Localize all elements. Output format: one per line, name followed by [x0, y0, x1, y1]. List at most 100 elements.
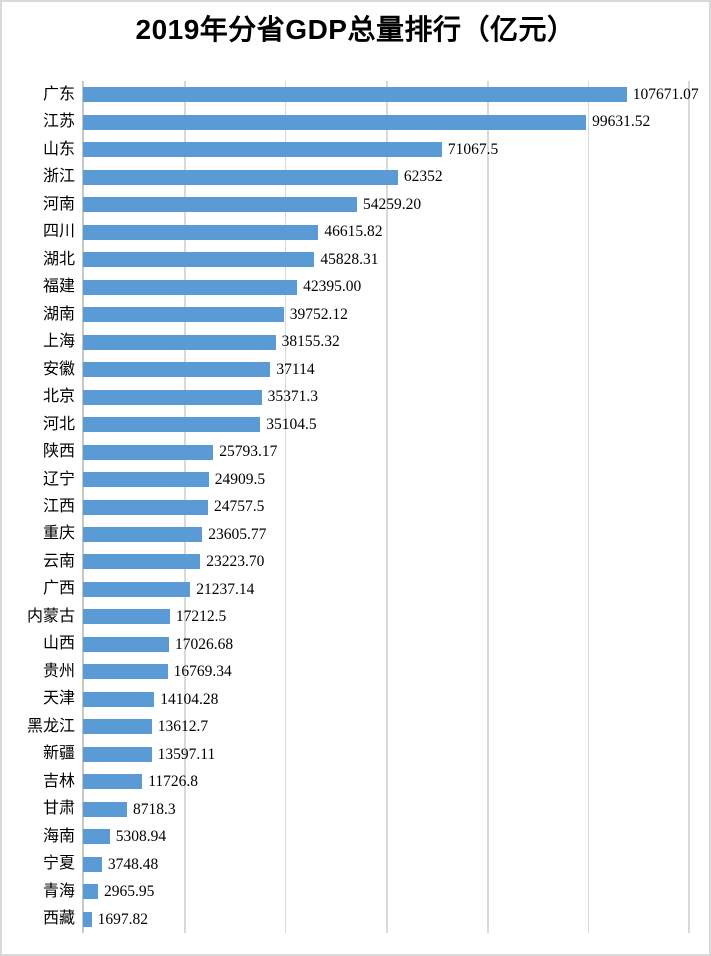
- gridline-100000: [587, 81, 590, 933]
- bar-row: 上海 38155.32: [2, 328, 689, 355]
- bar-track: 17026.68: [83, 631, 689, 658]
- bar[interactable]: [83, 554, 201, 570]
- bar-row: 宁夏 3748.48: [2, 851, 689, 878]
- bar-track: 62352: [83, 163, 689, 190]
- category-label: 上海: [42, 333, 75, 351]
- bar[interactable]: [83, 829, 110, 845]
- value-label: 46615.82: [324, 223, 383, 241]
- category-label: 西藏: [42, 910, 75, 928]
- bar[interactable]: [83, 169, 398, 185]
- bar[interactable]: [83, 911, 92, 927]
- bar-row: 江西 24757.5: [2, 493, 689, 520]
- bar[interactable]: [83, 279, 298, 295]
- bar-row: 贵州 16769.34: [2, 658, 689, 685]
- category-label: 辽宁: [42, 470, 75, 488]
- value-label: 11726.8: [148, 773, 199, 791]
- value-label: 13597.11: [157, 745, 216, 763]
- bar-track: 11726.8: [83, 768, 689, 795]
- category-label: 广西: [42, 580, 75, 598]
- bar-row: 湖南 39752.12: [2, 301, 689, 328]
- category-label: 浙江: [42, 168, 75, 186]
- bar[interactable]: [83, 636, 169, 652]
- bar[interactable]: [83, 389, 262, 405]
- value-label: 35371.3: [267, 388, 318, 406]
- category-label: 山西: [42, 635, 75, 653]
- bar[interactable]: [83, 746, 152, 762]
- bar-track: 38155.32: [83, 328, 689, 355]
- bar[interactable]: [83, 774, 143, 790]
- bar-row: 甘肃 8718.3: [2, 796, 689, 823]
- value-label: 13612.7: [157, 718, 209, 736]
- gridline-80000: [487, 81, 489, 933]
- value-label: 1697.82: [97, 910, 148, 928]
- value-label: 42395.00: [303, 278, 362, 296]
- bar-track: 24909.5: [83, 466, 689, 493]
- bar[interactable]: [83, 197, 357, 213]
- bar-row: 安徽 37114: [2, 356, 689, 383]
- bar[interactable]: [83, 252, 315, 268]
- bar-track: 1697.82: [83, 906, 689, 933]
- category-label: 贵州: [42, 662, 75, 680]
- bar-track: 39752.12: [83, 301, 689, 328]
- category-label: 北京: [42, 388, 75, 406]
- bar[interactable]: [83, 884, 98, 900]
- bar-row: 云南 23223.70: [2, 548, 689, 575]
- bar-track: 35104.5: [83, 411, 689, 438]
- bar-row: 湖北 45828.31: [2, 246, 689, 273]
- bar[interactable]: [83, 224, 319, 240]
- bar-track: 14104.28: [83, 686, 689, 713]
- category-label: 云南: [42, 552, 75, 570]
- category-label: 新疆: [42, 745, 75, 763]
- gridline-60000: [386, 81, 388, 933]
- bar-row: 黑龙江 13612.7: [2, 713, 689, 740]
- bar[interactable]: [83, 581, 191, 597]
- bar[interactable]: [83, 691, 155, 707]
- bar[interactable]: [83, 719, 152, 735]
- bar-row: 北京 35371.3: [2, 383, 689, 410]
- bar-row: 新疆 13597.11: [2, 741, 689, 768]
- bar[interactable]: [83, 307, 284, 323]
- value-label: 16769.34: [173, 663, 232, 681]
- bar[interactable]: [83, 664, 168, 680]
- bar[interactable]: [83, 444, 214, 460]
- bar[interactable]: [83, 801, 128, 817]
- bar-track: 107671.07: [83, 81, 699, 108]
- bar[interactable]: [83, 526, 203, 542]
- value-label: 54259.20: [363, 195, 422, 213]
- value-label: 25793.17: [219, 443, 278, 461]
- bar[interactable]: [83, 499, 209, 515]
- bar-row: 海南 5308.94: [2, 823, 689, 850]
- bar[interactable]: [83, 472, 209, 488]
- bar[interactable]: [83, 417, 261, 433]
- bar[interactable]: [83, 362, 271, 378]
- bar-track: 8718.3: [83, 796, 689, 823]
- bar-row: 山西 17026.68: [2, 631, 689, 658]
- category-label: 重庆: [42, 525, 75, 543]
- bar-row: 辽宁 24909.5: [2, 466, 689, 493]
- bar[interactable]: [83, 609, 170, 625]
- bar[interactable]: [83, 87, 627, 103]
- bar-row: 广西 21237.14: [2, 576, 689, 603]
- value-label: 107671.07: [632, 85, 699, 103]
- bar-track: 3748.48: [83, 851, 689, 878]
- bar-track: 5308.94: [83, 823, 689, 850]
- bar-row: 四川 46615.82: [2, 218, 689, 245]
- value-label: 62352: [403, 168, 443, 186]
- bar-track: 42395.00: [83, 273, 689, 300]
- bar-row: 重庆 23605.77: [2, 521, 689, 548]
- bar[interactable]: [83, 334, 276, 350]
- bar-track: 25793.17: [83, 438, 689, 465]
- bar[interactable]: [83, 114, 587, 130]
- bar[interactable]: [83, 142, 442, 158]
- category-label: 海南: [42, 827, 75, 845]
- bar-track: 37114: [83, 356, 689, 383]
- bar-track: 24757.5: [83, 493, 689, 520]
- category-label: 江西: [42, 498, 75, 515]
- value-label: 2965.95: [103, 883, 155, 901]
- bar-row: 西藏 1697.82: [2, 906, 689, 933]
- bar-row: 内蒙古 17212.5: [2, 603, 689, 630]
- value-label: 24909.5: [214, 470, 266, 488]
- bar-track: 45828.31: [83, 246, 689, 273]
- bar[interactable]: [83, 856, 102, 872]
